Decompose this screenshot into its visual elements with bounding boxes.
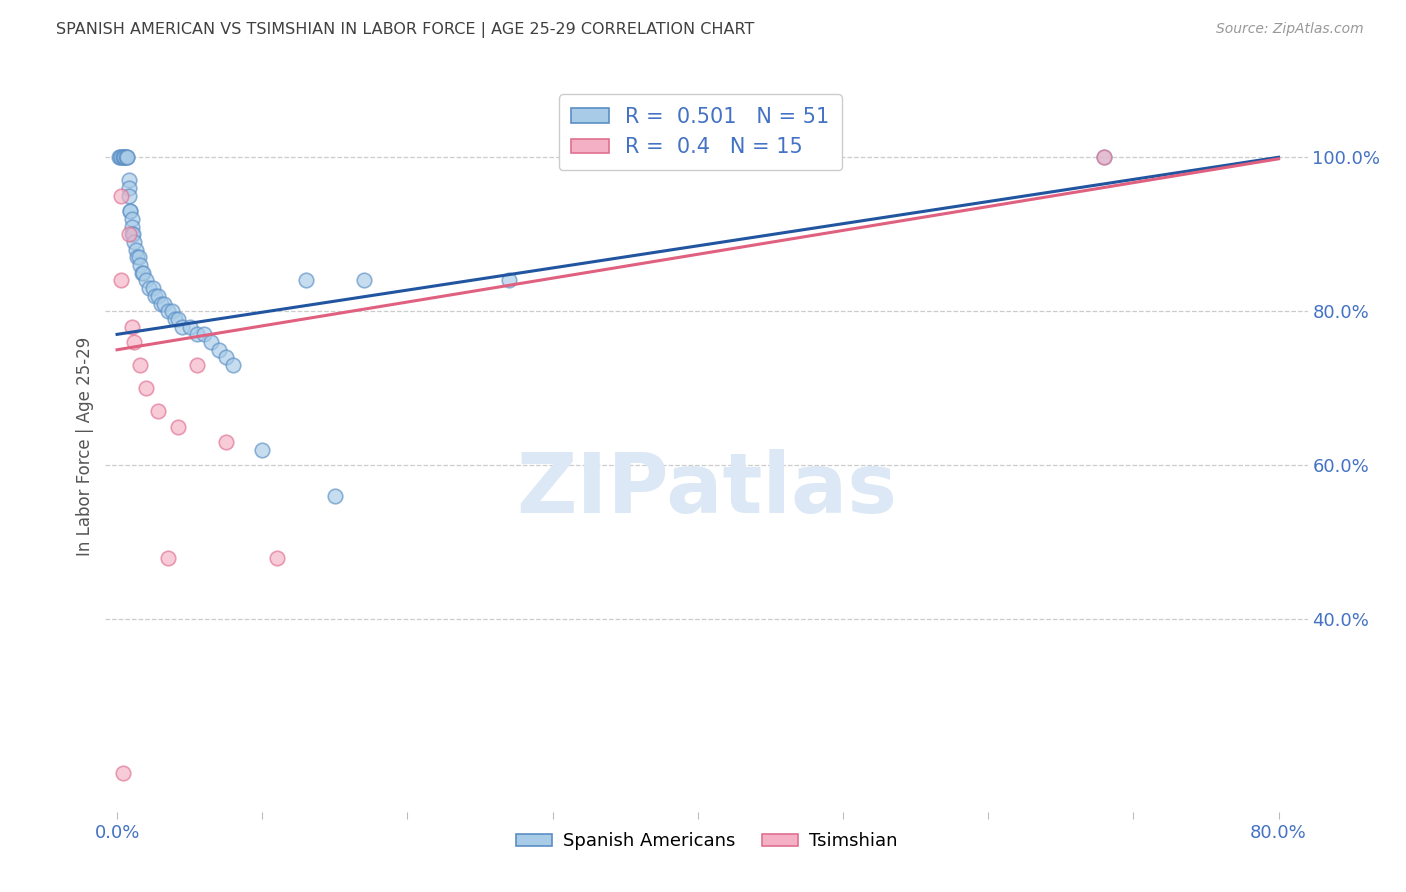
Point	[172, 319, 194, 334]
Point	[107, 150, 129, 164]
Point	[112, 150, 135, 164]
Point	[215, 351, 238, 365]
Point	[118, 173, 141, 187]
Point	[186, 358, 208, 372]
Point	[132, 266, 155, 280]
Point	[125, 243, 148, 257]
Point	[111, 150, 134, 164]
Text: Source: ZipAtlas.com: Source: ZipAtlas.com	[1216, 22, 1364, 37]
Point	[129, 258, 152, 272]
Text: ZIPatlas: ZIPatlas	[516, 450, 897, 531]
Point	[295, 273, 318, 287]
Point	[124, 235, 146, 249]
Point	[215, 435, 238, 450]
Point	[110, 273, 132, 287]
Point	[162, 304, 183, 318]
Point	[266, 550, 288, 565]
Point	[110, 188, 132, 202]
Point	[111, 766, 134, 780]
Point	[1092, 150, 1115, 164]
Point	[252, 442, 274, 457]
Point	[142, 281, 165, 295]
Point	[156, 550, 179, 565]
Point	[114, 150, 136, 164]
Point	[127, 251, 149, 265]
Point	[143, 289, 166, 303]
Point	[149, 296, 172, 310]
Point	[167, 312, 190, 326]
Y-axis label: In Labor Force | Age 25-29: In Labor Force | Age 25-29	[76, 336, 94, 556]
Point	[121, 319, 143, 334]
Point	[165, 312, 187, 326]
Point	[112, 150, 135, 164]
Point	[222, 358, 245, 372]
Point	[135, 381, 157, 395]
Point	[1092, 150, 1115, 164]
Point	[208, 343, 231, 357]
Point	[146, 289, 169, 303]
Point	[120, 204, 142, 219]
Point	[186, 327, 208, 342]
Point	[323, 489, 346, 503]
Point	[131, 266, 153, 280]
Point	[156, 304, 179, 318]
Point	[122, 227, 145, 242]
Point	[167, 419, 190, 434]
Point	[200, 334, 222, 349]
Point	[115, 150, 138, 164]
Point	[152, 296, 174, 310]
Point	[138, 281, 160, 295]
Point	[129, 358, 152, 372]
Text: SPANISH AMERICAN VS TSIMSHIAN IN LABOR FORCE | AGE 25-29 CORRELATION CHART: SPANISH AMERICAN VS TSIMSHIAN IN LABOR F…	[56, 22, 755, 38]
Point	[193, 327, 215, 342]
Point	[121, 219, 143, 234]
Point	[112, 150, 135, 164]
Point	[135, 273, 157, 287]
Point	[121, 227, 143, 242]
Point	[128, 251, 150, 265]
Point	[120, 204, 142, 219]
Point	[179, 319, 201, 334]
Point	[110, 150, 132, 164]
Point	[118, 227, 141, 242]
Point	[498, 273, 520, 287]
Point	[124, 334, 146, 349]
Legend: Spanish Americans, Tsimshian: Spanish Americans, Tsimshian	[509, 825, 904, 857]
Point	[118, 188, 141, 202]
Point	[121, 211, 143, 226]
Point	[115, 150, 138, 164]
Point	[146, 404, 169, 418]
Point	[108, 150, 131, 164]
Point	[118, 181, 141, 195]
Point	[353, 273, 375, 287]
